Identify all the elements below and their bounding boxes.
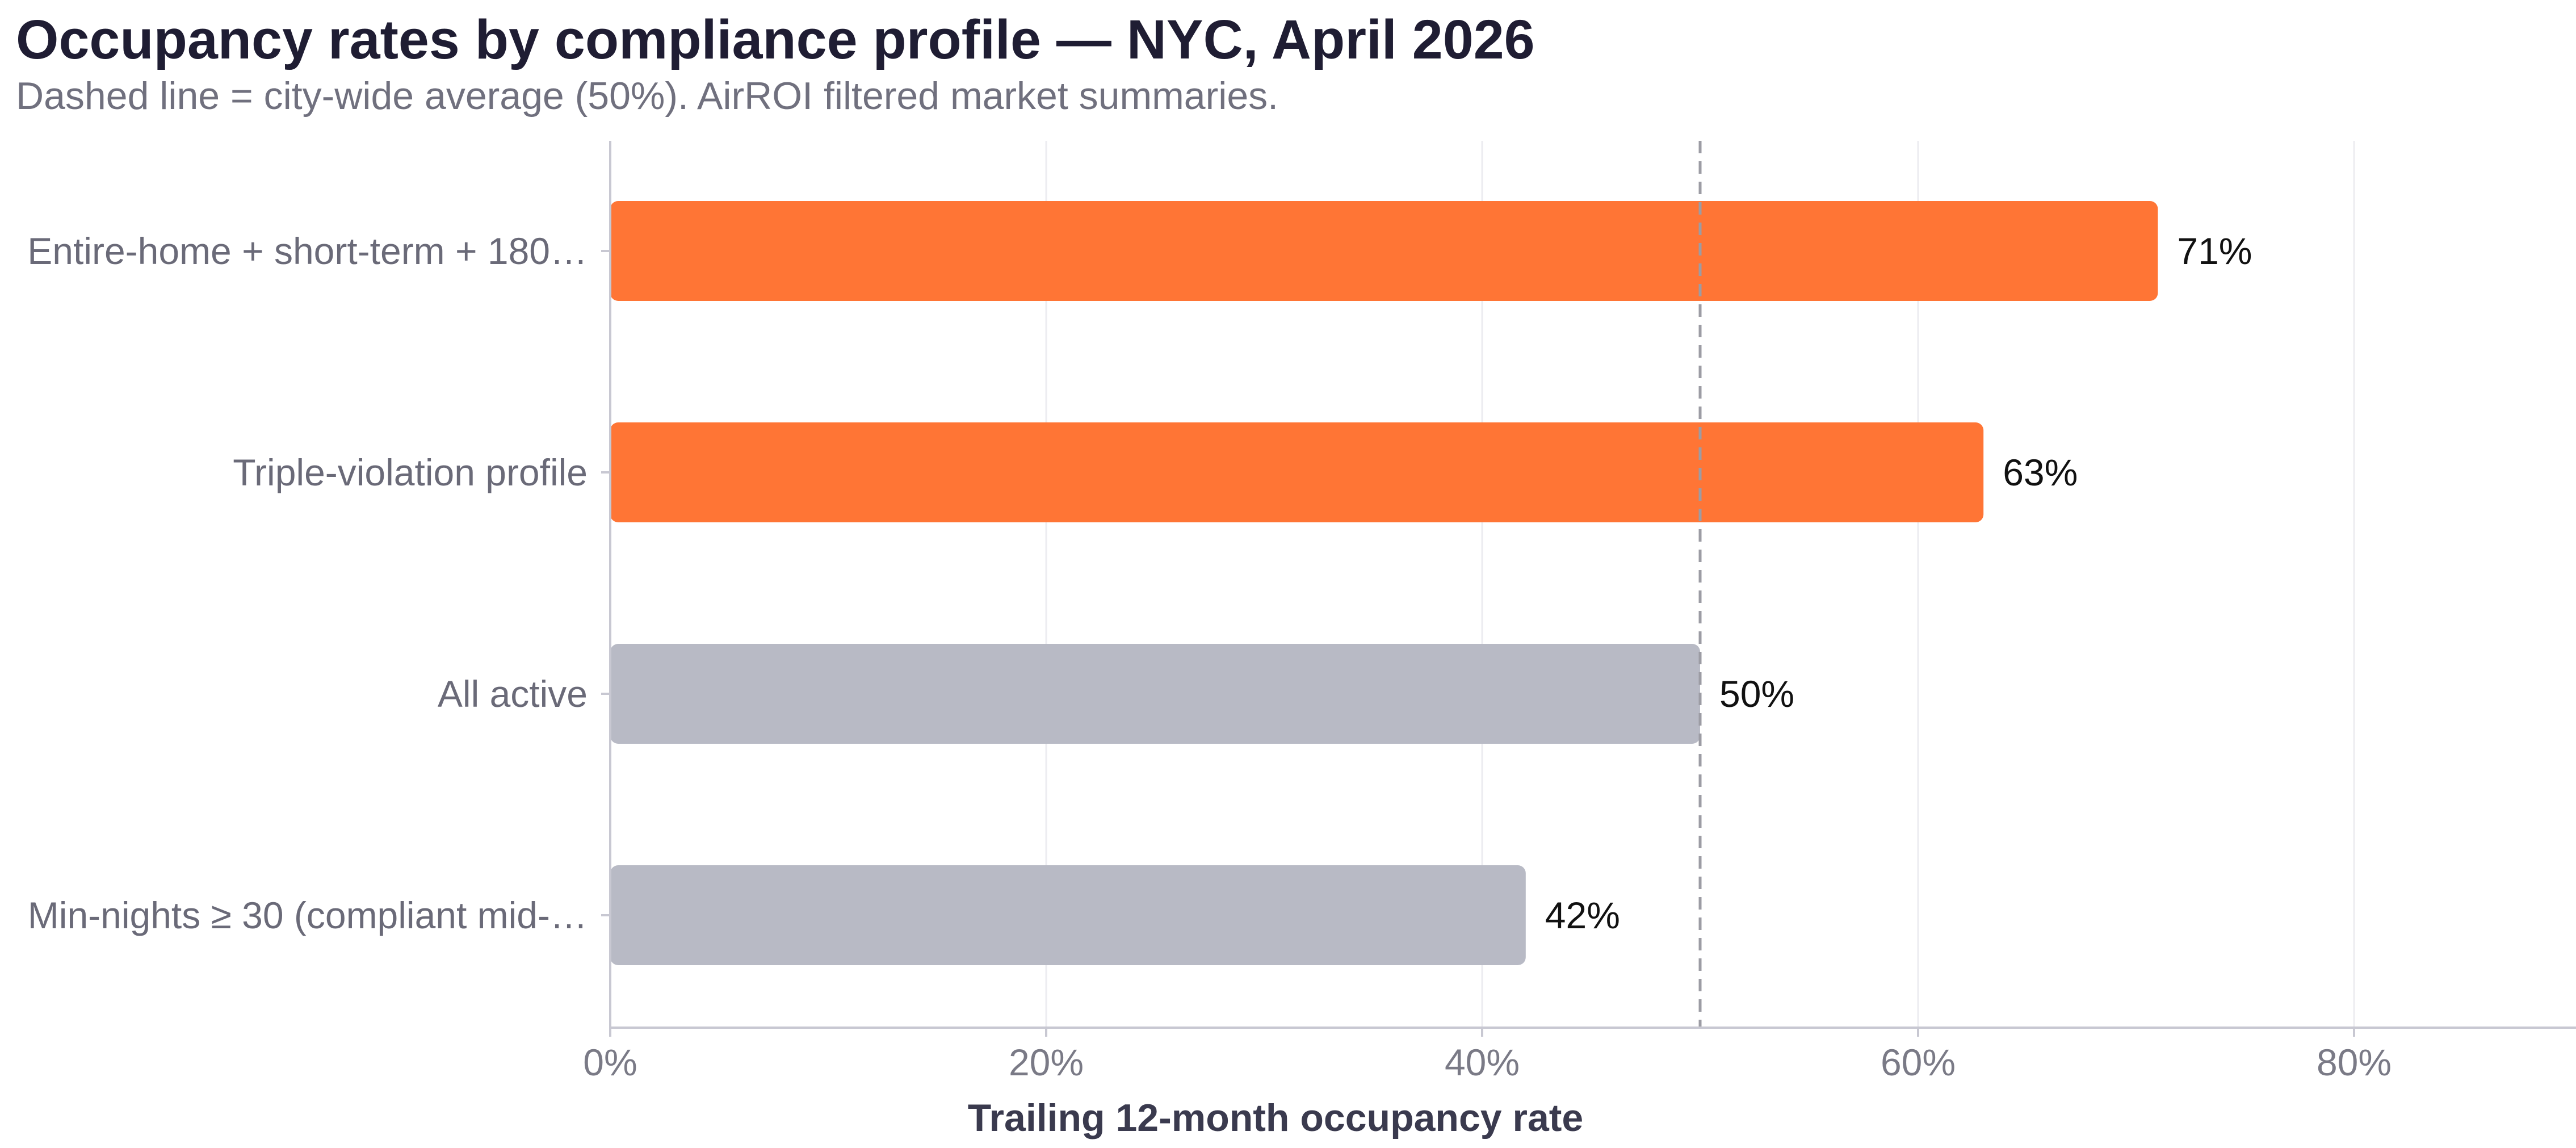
bar (610, 865, 1526, 965)
x-tick-label: 0% (583, 1041, 637, 1083)
data-label: 63% (2003, 451, 2078, 493)
bar (610, 644, 1700, 744)
data-label: 71% (2177, 230, 2252, 272)
data-label: 42% (1545, 894, 1620, 936)
data-label: 50% (1719, 673, 1794, 715)
chart-title: Occupancy rates by compliance profile — … (16, 9, 1535, 70)
x-tick-label: 60% (1881, 1041, 1956, 1083)
x-tick-label: 40% (1445, 1041, 1520, 1083)
x-tick-label: 80% (2317, 1041, 2392, 1083)
category-label: Min-nights ≥ 30 (compliant mid-… (28, 894, 588, 936)
labels: 0% 20% 40% 60% 80% Entire-home + short-term +… (27, 230, 2392, 1083)
bar (610, 201, 2158, 301)
axes (601, 141, 2576, 1037)
bar (610, 422, 1984, 522)
x-axis-title: Trailing 12-month occupancy rate (968, 1096, 1583, 1139)
category-label: All active (438, 673, 588, 715)
x-tick-label: 20% (1009, 1041, 1084, 1083)
bars (610, 201, 2158, 965)
category-label: Entire-home + short-term + 180… (27, 230, 588, 272)
chart-subtitle: Dashed line = city-wide average (50%). A… (16, 74, 1279, 118)
category-label: Triple-violation profile (233, 451, 588, 493)
